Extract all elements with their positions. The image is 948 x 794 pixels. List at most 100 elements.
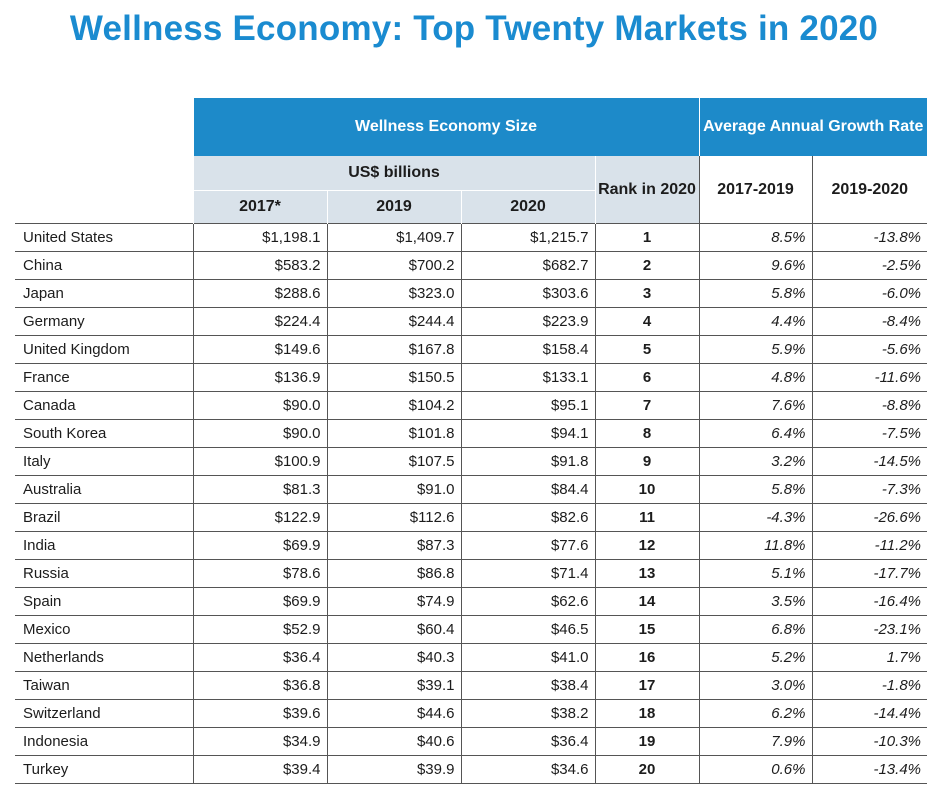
value-2017-cell: $90.0 bbox=[192, 391, 327, 420]
table-row: Spain $69.9 $74.9 $62.6 14 3.5% -16.4% bbox=[15, 587, 927, 616]
header-size-group: Wellness Economy Size bbox=[192, 98, 699, 156]
wellness-table: Wellness Economy Size Average Annual Gro… bbox=[15, 98, 927, 784]
table-row: China $583.2 $700.2 $682.7 2 9.6% -2.5% bbox=[15, 251, 927, 280]
country-cell: Brazil bbox=[15, 503, 193, 532]
rank-cell: 14 bbox=[594, 587, 699, 616]
value-2019-cell: $39.1 bbox=[326, 671, 461, 700]
country-cell: Spain bbox=[15, 587, 193, 616]
table-row: Japan $288.6 $323.0 $303.6 3 5.8% -6.0% bbox=[15, 279, 927, 308]
table-row: Brazil $122.9 $112.6 $82.6 11 -4.3% -26.6% bbox=[15, 503, 927, 532]
value-2017-cell: $39.6 bbox=[192, 699, 327, 728]
rank-cell: 19 bbox=[594, 727, 699, 756]
country-cell: South Korea bbox=[15, 419, 193, 448]
growth-2017-2019-cell: 7.9% bbox=[698, 727, 812, 756]
table-row: Taiwan $36.8 $39.1 $38.4 17 3.0% -1.8% bbox=[15, 671, 927, 700]
growth-2017-2019-cell: 4.8% bbox=[698, 363, 812, 392]
value-2019-cell: $1,409.7 bbox=[326, 223, 461, 252]
country-cell: Japan bbox=[15, 279, 193, 308]
value-2019-cell: $112.6 bbox=[326, 503, 461, 532]
growth-2017-2019-cell: 5.1% bbox=[698, 559, 812, 588]
growth-2017-2019-cell: 11.8% bbox=[698, 531, 812, 560]
rank-cell: 3 bbox=[594, 279, 699, 308]
rank-cell: 20 bbox=[594, 755, 699, 784]
value-2019-cell: $86.8 bbox=[326, 559, 461, 588]
value-2019-cell: $101.8 bbox=[326, 419, 461, 448]
country-cell: Netherlands bbox=[15, 643, 193, 672]
value-2017-cell: $224.4 bbox=[192, 307, 327, 336]
value-2019-cell: $44.6 bbox=[326, 699, 461, 728]
growth-2017-2019-cell: 3.0% bbox=[698, 671, 812, 700]
rank-cell: 9 bbox=[594, 447, 699, 476]
growth-2017-2019-cell: 9.6% bbox=[698, 251, 812, 280]
table-row: Russia $78.6 $86.8 $71.4 13 5.1% -17.7% bbox=[15, 559, 927, 588]
table-row: Italy $100.9 $107.5 $91.8 9 3.2% -14.5% bbox=[15, 447, 927, 476]
growth-2019-2020-cell: 1.7% bbox=[811, 643, 927, 672]
value-2020-cell: $94.1 bbox=[460, 419, 595, 448]
country-cell: Mexico bbox=[15, 615, 193, 644]
country-cell: Australia bbox=[15, 475, 193, 504]
table-row: France $136.9 $150.5 $133.1 6 4.8% -11.6% bbox=[15, 363, 927, 392]
rank-cell: 12 bbox=[594, 531, 699, 560]
value-2020-cell: $34.6 bbox=[460, 755, 595, 784]
value-2017-cell: $288.6 bbox=[192, 279, 327, 308]
growth-2019-2020-cell: -17.7% bbox=[811, 559, 927, 588]
rank-cell: 7 bbox=[594, 391, 699, 420]
header-growth-a: 2017-2019 bbox=[698, 156, 813, 224]
value-2017-cell: $69.9 bbox=[192, 587, 327, 616]
value-2017-cell: $583.2 bbox=[192, 251, 327, 280]
growth-2019-2020-cell: -8.8% bbox=[811, 391, 927, 420]
rank-cell: 11 bbox=[594, 503, 699, 532]
table-row: Canada $90.0 $104.2 $95.1 7 7.6% -8.8% bbox=[15, 391, 927, 420]
table-row: Turkey $39.4 $39.9 $34.6 20 0.6% -13.4% bbox=[15, 755, 927, 784]
country-cell: Switzerland bbox=[15, 699, 193, 728]
rank-cell: 6 bbox=[594, 363, 699, 392]
value-2020-cell: $303.6 bbox=[460, 279, 595, 308]
table-row: Australia $81.3 $91.0 $84.4 10 5.8% -7.3% bbox=[15, 475, 927, 504]
growth-2017-2019-cell: 3.5% bbox=[698, 587, 812, 616]
growth-2017-2019-cell: 5.8% bbox=[698, 475, 812, 504]
country-cell: Canada bbox=[15, 391, 193, 420]
rank-cell: 1 bbox=[594, 223, 699, 252]
value-2017-cell: $90.0 bbox=[192, 419, 327, 448]
header-rank: Rank in 2020 bbox=[594, 156, 699, 224]
value-2020-cell: $95.1 bbox=[460, 391, 595, 420]
country-cell: Taiwan bbox=[15, 671, 193, 700]
table-row: Germany $224.4 $244.4 $223.9 4 4.4% -8.4% bbox=[15, 307, 927, 336]
value-2020-cell: $46.5 bbox=[460, 615, 595, 644]
rank-cell: 10 bbox=[594, 475, 699, 504]
growth-2019-2020-cell: -10.3% bbox=[811, 727, 927, 756]
growth-2017-2019-cell: 0.6% bbox=[698, 755, 812, 784]
value-2017-cell: $81.3 bbox=[192, 475, 327, 504]
value-2019-cell: $323.0 bbox=[326, 279, 461, 308]
value-2020-cell: $38.2 bbox=[460, 699, 595, 728]
value-2020-cell: $84.4 bbox=[460, 475, 595, 504]
growth-2017-2019-cell: 6.8% bbox=[698, 615, 812, 644]
header-blank bbox=[15, 98, 193, 156]
rank-cell: 4 bbox=[594, 307, 699, 336]
growth-2017-2019-cell: 3.2% bbox=[698, 447, 812, 476]
value-2020-cell: $71.4 bbox=[460, 559, 595, 588]
table-body: United States $1,198.1 $1,409.7 $1,215.7 1 8.… bbox=[15, 223, 927, 784]
value-2017-cell: $149.6 bbox=[192, 335, 327, 364]
country-cell: United States bbox=[15, 223, 193, 252]
growth-2019-2020-cell: -1.8% bbox=[811, 671, 927, 700]
growth-2019-2020-cell: -11.6% bbox=[811, 363, 927, 392]
value-2017-cell: $36.8 bbox=[192, 671, 327, 700]
value-2020-cell: $62.6 bbox=[460, 587, 595, 616]
rank-cell: 15 bbox=[594, 615, 699, 644]
value-2019-cell: $107.5 bbox=[326, 447, 461, 476]
rank-cell: 16 bbox=[594, 643, 699, 672]
growth-2019-2020-cell: -13.8% bbox=[811, 223, 927, 252]
growth-2019-2020-cell: -14.4% bbox=[811, 699, 927, 728]
country-cell: United Kingdom bbox=[15, 335, 193, 364]
value-2019-cell: $40.6 bbox=[326, 727, 461, 756]
value-2019-cell: $244.4 bbox=[326, 307, 461, 336]
growth-2017-2019-cell: 6.2% bbox=[698, 699, 812, 728]
value-2017-cell: $69.9 bbox=[192, 531, 327, 560]
value-2019-cell: $87.3 bbox=[326, 531, 461, 560]
value-2020-cell: $223.9 bbox=[460, 307, 595, 336]
value-2020-cell: $82.6 bbox=[460, 503, 595, 532]
header-blank-3 bbox=[15, 190, 193, 224]
growth-2017-2019-cell: 8.5% bbox=[698, 223, 812, 252]
value-2019-cell: $150.5 bbox=[326, 363, 461, 392]
